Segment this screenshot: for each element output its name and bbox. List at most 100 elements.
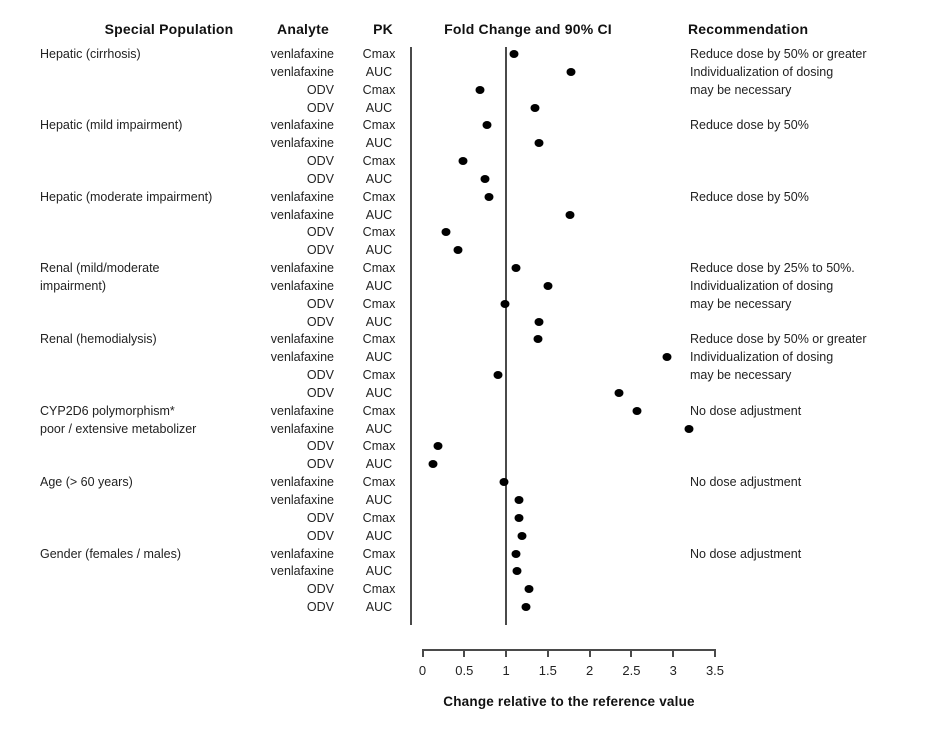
pk-label: AUC xyxy=(365,278,393,293)
recommendation-label: Individualization of dosing xyxy=(690,278,834,293)
data-point xyxy=(534,139,544,148)
recommendation-label: Individualization of dosing xyxy=(690,350,834,365)
pk-label: AUC xyxy=(365,136,393,151)
pk-label: Cmax xyxy=(362,118,396,133)
analyte-label: venlafaxine xyxy=(270,564,334,579)
data-point xyxy=(453,246,463,255)
analyte-label: ODV xyxy=(306,314,334,329)
data-point xyxy=(493,371,503,380)
data-point xyxy=(512,567,522,576)
data-point xyxy=(514,496,524,504)
data-point xyxy=(499,478,509,487)
x-axis-tick xyxy=(588,649,591,657)
analyte-label: ODV xyxy=(306,439,334,454)
header-recommendation: Recommendation xyxy=(688,21,809,37)
recommendation-label: Reduce dose by 50% or greater xyxy=(690,332,867,347)
header-pk: PK xyxy=(373,21,393,37)
analyte-label: ODV xyxy=(306,368,334,383)
analyte-label: venlafaxine xyxy=(270,278,334,293)
x-axis-tick-label: 2.5 xyxy=(622,663,641,678)
recommendation-label: No dose adjustment xyxy=(690,546,802,561)
analyte-label: ODV xyxy=(306,225,334,240)
pk-label: Cmax xyxy=(362,261,396,276)
pk-label: AUC xyxy=(365,528,393,543)
pk-label: Cmax xyxy=(362,582,396,597)
pk-label: AUC xyxy=(365,385,393,400)
analyte-label: ODV xyxy=(306,171,334,186)
analyte-label: venlafaxine xyxy=(270,64,334,79)
data-point xyxy=(441,228,451,237)
x-axis-tick-label: 3.5 xyxy=(705,663,725,678)
data-point xyxy=(543,281,553,290)
analyte-label: ODV xyxy=(306,243,334,258)
analyte-label: venlafaxine xyxy=(270,493,334,507)
pk-label: AUC xyxy=(365,600,393,615)
header-analyte: Analyte xyxy=(277,21,329,37)
x-axis-tick-label: 0 xyxy=(418,663,427,678)
analyte-label: venlafaxine xyxy=(270,118,334,133)
data-point xyxy=(524,585,534,594)
x-axis-tick xyxy=(713,649,716,657)
x-axis-tick-label: 0.5 xyxy=(455,663,474,678)
recommendation-label: Reduce dose by 50% xyxy=(690,189,809,204)
analyte-label: venlafaxine xyxy=(270,350,334,365)
x-axis-tick xyxy=(672,649,675,657)
pk-label: Cmax xyxy=(362,47,396,61)
plot-left-axis-line xyxy=(410,47,412,625)
data-point xyxy=(500,299,510,308)
analyte-label: venlafaxine xyxy=(270,546,334,561)
data-point xyxy=(428,460,438,469)
recommendation-label: may be necessary xyxy=(690,368,792,383)
recommendation-label: Reduce dose by 50% xyxy=(690,118,809,133)
recommendation-label: Reduce dose by 50% or greater xyxy=(690,47,867,61)
pk-label: Cmax xyxy=(362,439,396,454)
analyte-label: venlafaxine xyxy=(270,189,334,204)
population-label: poor / extensive metabolizer xyxy=(40,421,197,436)
header-special-population: Special Population xyxy=(104,21,234,37)
data-point xyxy=(662,353,672,362)
data-point xyxy=(614,388,624,397)
analyte-label: venlafaxine xyxy=(270,261,334,276)
analyte-label: ODV xyxy=(306,154,334,169)
pk-label: Cmax xyxy=(362,225,396,240)
data-point xyxy=(511,549,521,558)
data-point xyxy=(484,192,494,201)
analyte-label: ODV xyxy=(306,510,334,525)
data-point xyxy=(533,335,543,344)
analyte-label: ODV xyxy=(306,100,334,115)
pk-label: AUC xyxy=(365,314,393,329)
pk-label: AUC xyxy=(365,100,393,115)
population-label: Hepatic (mild impairment) xyxy=(40,118,183,133)
population-label: Age (> 60 years) xyxy=(40,475,133,490)
data-point xyxy=(482,121,492,130)
analyte-label: ODV xyxy=(306,82,334,97)
pk-label: Cmax xyxy=(362,403,396,418)
pk-label: AUC xyxy=(365,207,393,222)
population-label: Renal (mild/moderate xyxy=(40,261,160,276)
pk-label: AUC xyxy=(365,457,393,472)
data-point xyxy=(565,210,575,219)
data-point xyxy=(517,531,527,540)
analyte-label: ODV xyxy=(306,528,334,543)
x-axis-title: Change relative to the reference value xyxy=(443,694,695,709)
analyte-label: ODV xyxy=(306,457,334,472)
reference-line xyxy=(505,47,508,625)
analyte-label: ODV xyxy=(306,600,334,615)
x-axis-tick xyxy=(505,649,508,657)
population-label: Hepatic (moderate impairment) xyxy=(40,189,213,204)
recommendation-label: may be necessary xyxy=(690,296,792,311)
analyte-label: venlafaxine xyxy=(270,47,334,61)
pk-label: Cmax xyxy=(362,154,396,169)
data-point xyxy=(514,513,524,522)
population-label: impairment) xyxy=(40,278,106,293)
analyte-label: ODV xyxy=(306,385,334,400)
pk-label: Cmax xyxy=(362,332,396,347)
analyte-label: venlafaxine xyxy=(270,207,334,222)
x-axis-tick xyxy=(630,649,633,657)
x-axis-tick xyxy=(463,649,466,657)
pk-label: AUC xyxy=(365,493,393,507)
data-point xyxy=(684,424,694,433)
analyte-label: venlafaxine xyxy=(270,136,334,151)
data-point xyxy=(458,157,468,166)
pk-label: AUC xyxy=(365,64,393,79)
